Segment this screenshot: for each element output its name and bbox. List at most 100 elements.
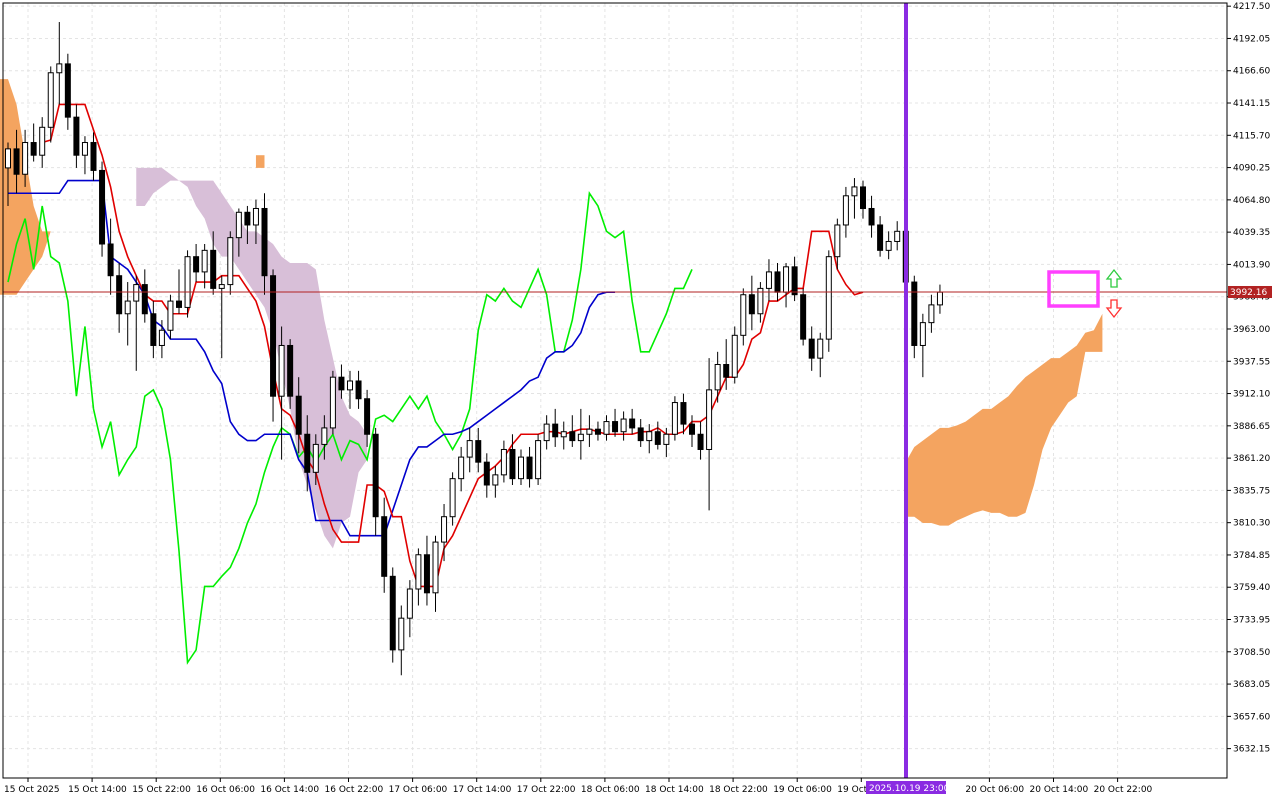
candle-body xyxy=(825,256,832,340)
candle xyxy=(47,66,54,143)
y-tick-label: 3886.65 xyxy=(1233,422,1270,432)
x-tick-label: 17 Oct 14:00 xyxy=(453,785,512,795)
candle xyxy=(381,497,388,593)
candle xyxy=(458,446,465,492)
candle-body xyxy=(218,284,225,289)
candle xyxy=(329,370,336,435)
x-tick-label: 16 Oct 14:00 xyxy=(260,785,319,795)
candle xyxy=(697,421,704,460)
candle-body xyxy=(210,249,217,289)
candle-body xyxy=(99,169,106,245)
candle-body xyxy=(304,433,311,473)
candle-body xyxy=(706,389,713,450)
candle xyxy=(99,161,106,257)
candle xyxy=(492,465,499,498)
candle xyxy=(543,415,550,450)
candle-body xyxy=(577,433,584,442)
candle-body xyxy=(449,478,456,518)
candle xyxy=(423,535,430,606)
x-tick-label: 17 Oct 06:00 xyxy=(389,785,448,795)
candle-body xyxy=(928,304,935,324)
candle-body xyxy=(894,230,901,242)
y-tick-label: 4141.15 xyxy=(1233,99,1270,109)
candle-body xyxy=(808,338,815,359)
candle xyxy=(466,427,473,473)
candle xyxy=(757,282,764,323)
candle xyxy=(244,205,251,244)
candle xyxy=(90,132,97,181)
chikou-line xyxy=(7,191,693,665)
candle-body xyxy=(278,344,285,397)
candle xyxy=(500,440,507,483)
candle xyxy=(406,580,413,638)
candle-body xyxy=(757,287,764,315)
candle xyxy=(800,288,807,346)
candle-body xyxy=(560,431,567,438)
y-tick-label: 3937.55 xyxy=(1233,357,1270,367)
x-tick-label: 19 Oct 06:00 xyxy=(773,785,832,795)
candle xyxy=(594,421,601,441)
x-tick-label: 20 Oct 06:00 xyxy=(965,785,1024,795)
candle-body xyxy=(680,402,687,425)
candle-body xyxy=(398,617,405,651)
candle-body xyxy=(347,380,353,391)
candle-body xyxy=(612,421,619,433)
x-tick-label: 18 Oct 14:00 xyxy=(645,785,704,795)
candle-body xyxy=(842,195,849,226)
candle xyxy=(774,263,781,302)
cloud-bull xyxy=(905,313,1103,526)
candle-body xyxy=(184,256,191,308)
candle xyxy=(765,259,772,302)
candle xyxy=(740,288,747,346)
candle xyxy=(928,294,935,333)
candle xyxy=(56,22,63,105)
candle-body xyxy=(124,300,131,315)
y-tick-label: 3861.20 xyxy=(1233,454,1270,464)
candle xyxy=(39,117,46,168)
candle xyxy=(321,415,328,460)
candle-body xyxy=(475,440,482,463)
candle xyxy=(141,269,148,323)
x-tick-label: 18 Oct 06:00 xyxy=(581,785,640,795)
y-tick-label: 3912.10 xyxy=(1233,390,1270,400)
candle-body xyxy=(594,428,601,435)
candle-body xyxy=(458,456,465,480)
candle xyxy=(227,231,234,295)
candle xyxy=(5,142,11,206)
candle xyxy=(783,263,790,308)
y-tick-label: 3810.30 xyxy=(1233,519,1270,529)
candle-body xyxy=(714,363,721,391)
candle-body xyxy=(81,142,88,156)
candle-body xyxy=(552,423,559,438)
x-tick-label: 18 Oct 22:00 xyxy=(709,785,768,795)
candle-body xyxy=(637,427,644,442)
candle-body xyxy=(193,256,200,273)
candle-body xyxy=(646,431,653,442)
candle xyxy=(825,250,832,352)
candle-body xyxy=(141,284,148,315)
candle-body xyxy=(415,554,422,590)
candle xyxy=(441,504,448,562)
candle xyxy=(834,218,841,270)
candle-body xyxy=(329,376,336,429)
candle xyxy=(629,408,636,435)
candle xyxy=(270,269,277,422)
candle-body xyxy=(586,428,593,435)
y-tick-label: 3963.00 xyxy=(1233,325,1270,335)
candle xyxy=(919,313,926,378)
candle xyxy=(731,326,738,384)
candle xyxy=(372,427,379,536)
candle-body xyxy=(603,421,610,435)
candle-body xyxy=(133,284,140,302)
candle-body xyxy=(287,344,294,397)
y-tick-label: 4166.60 xyxy=(1233,67,1270,77)
candle-body xyxy=(30,142,37,156)
candle-body xyxy=(800,294,807,340)
candle xyxy=(107,218,114,295)
x-tick-label: 15 Oct 2025 xyxy=(4,785,60,795)
candle xyxy=(637,419,644,447)
candle xyxy=(133,275,140,371)
cloud-bull xyxy=(255,155,265,168)
candle xyxy=(620,411,627,441)
